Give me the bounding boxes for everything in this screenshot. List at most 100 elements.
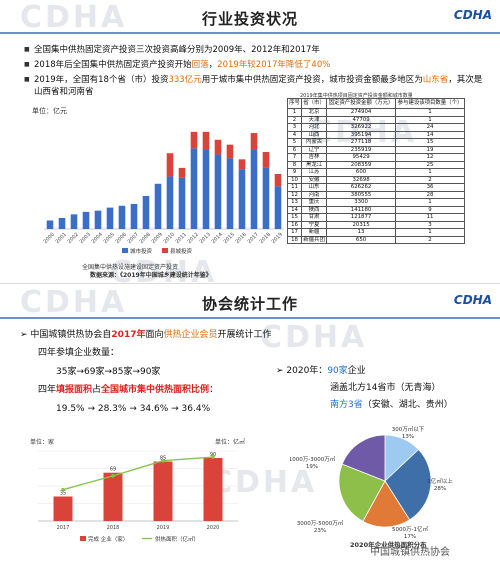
table-header-cell: 固定资产投资金额（万元） bbox=[326, 98, 397, 109]
table-cell: 208359 bbox=[326, 160, 397, 169]
bar-city bbox=[178, 177, 186, 229]
bar-city bbox=[250, 149, 258, 229]
x-tick-label: 2020 bbox=[207, 525, 220, 531]
bar-city bbox=[70, 214, 78, 229]
pie-slice-value: 17% bbox=[404, 534, 416, 538]
table-cell: 内蒙古 bbox=[301, 138, 328, 147]
pie-caption: 2020年企业供热面积分布 bbox=[350, 541, 427, 549]
table-cell: 1 bbox=[395, 108, 465, 117]
slide-association-statistics: CDHA CDHA CDHA 协会统计工作 CDHA ➢ 中国城镇供热协会自20… bbox=[0, 285, 500, 567]
bar-companies bbox=[153, 461, 173, 521]
x-tick-label: 2015 bbox=[223, 232, 236, 245]
x-tick-label: 2005 bbox=[103, 232, 116, 245]
table-row: 2 天津 47709 1 bbox=[286, 115, 465, 124]
company-count-values: 35家→69家→85家→90家 bbox=[56, 367, 161, 377]
table-cell: 河南 bbox=[301, 190, 328, 199]
table-cell: 1 bbox=[395, 168, 465, 177]
table-cell: 600 bbox=[326, 168, 397, 177]
table-cell: 24 bbox=[395, 123, 465, 132]
x-tick-label: 2004 bbox=[91, 232, 104, 245]
bar-city bbox=[82, 211, 90, 229]
bar-city bbox=[262, 167, 270, 229]
x-tick-label: 2017 bbox=[57, 525, 70, 531]
table-cell: 吉林 bbox=[301, 153, 328, 162]
x-tick-label: 2017 bbox=[247, 232, 260, 245]
bar-city bbox=[226, 158, 234, 229]
table-cell: 1 bbox=[395, 198, 465, 207]
x-tick-label: 2012 bbox=[187, 232, 200, 245]
table-cell: 650 bbox=[326, 235, 397, 244]
bar-city bbox=[202, 149, 210, 229]
stats-intro: ➢ 中国城镇供热协会自2017年面向供热企业会员开展统计工作 bbox=[20, 330, 272, 340]
bar-county bbox=[274, 174, 282, 187]
cdha-logo: CDHA bbox=[453, 8, 492, 22]
pie-slice-value: 28% bbox=[434, 486, 446, 492]
table-cell: 陕西 bbox=[301, 205, 328, 214]
table-row: 12 河南 380555 28 bbox=[286, 190, 465, 199]
table-cell: 395194 bbox=[326, 130, 397, 139]
area-point bbox=[161, 458, 165, 463]
bar-county bbox=[214, 139, 222, 155]
arrow-icon: ➢ bbox=[20, 330, 31, 340]
table-cell: 山西 bbox=[301, 130, 328, 139]
pie-slice-value: 23% bbox=[314, 528, 326, 534]
chart-unit: 单位：亿元 bbox=[32, 107, 67, 115]
bar-county bbox=[178, 167, 186, 178]
table-cell: 2 bbox=[395, 235, 465, 244]
legend-label-area: 供热面积（亿㎡） bbox=[155, 535, 199, 543]
x-tick-label: 2001 bbox=[55, 232, 68, 245]
table-cell: 1 bbox=[395, 228, 465, 237]
table-header-cell: 省（市） bbox=[301, 98, 328, 109]
slide-header: 协会统计工作 CDHA bbox=[0, 285, 500, 321]
table-cell: 2 bbox=[395, 175, 465, 184]
arrow-icon: ➢ bbox=[276, 366, 287, 376]
table-cell: 2 bbox=[286, 115, 303, 124]
table-cell: 辽宁 bbox=[301, 145, 328, 154]
table-row: 16 宁夏 20315 3 bbox=[286, 220, 465, 229]
company-count-label: 四年参填企业数量： bbox=[38, 348, 120, 358]
slide-industry-investment: CDHA CDHA CDHA 行业投资状况 CDHA 全国集中供热固定资产投资三… bbox=[0, 0, 500, 284]
bar-county bbox=[190, 131, 198, 149]
pie-slice-value: 19% bbox=[306, 464, 318, 470]
table-row: 7 吉林 95429 12 bbox=[286, 153, 465, 162]
table-cell: 9 bbox=[395, 205, 465, 214]
x-tick-label: 2018 bbox=[107, 525, 120, 531]
table-cell: 3 bbox=[286, 123, 303, 132]
bar-companies bbox=[103, 472, 123, 521]
area-point bbox=[211, 455, 215, 459]
pie-slice-value: 13% bbox=[402, 434, 414, 440]
area-line bbox=[62, 456, 214, 491]
watermark: CDHA bbox=[20, 285, 128, 320]
table-row: 10 安徽 32698 2 bbox=[286, 175, 465, 184]
investment-bar-chart: 2000200120022003200420052006200720082009… bbox=[43, 131, 284, 255]
bar-city bbox=[94, 210, 102, 229]
northern-coverage: 涵盖北方14省市（无青海） bbox=[330, 383, 441, 393]
chart-source: 数据来源：《2019年中国城乡建设统计年鉴》 bbox=[90, 272, 212, 279]
bar-city bbox=[58, 218, 66, 229]
x-tick-label: 2006 bbox=[115, 232, 128, 245]
table-cell: 19 bbox=[395, 145, 465, 154]
x-tick-label: 2013 bbox=[199, 232, 212, 245]
pie-slice bbox=[384, 448, 432, 521]
table-cell: 25 bbox=[395, 160, 465, 169]
table-cell: 黑龙江 bbox=[301, 160, 328, 169]
table-cell: 380555 bbox=[326, 190, 397, 199]
area-point bbox=[111, 474, 115, 478]
bar-city bbox=[190, 148, 198, 229]
legend-label-companies: 完成 企业（家） bbox=[88, 535, 128, 543]
table-cell: 12 bbox=[395, 153, 465, 162]
table-row: 13 重庆 3300 1 bbox=[286, 198, 465, 207]
table-cell: 626262 bbox=[326, 183, 397, 192]
pie-slice-label: 3000万-5000万㎡ bbox=[297, 519, 344, 527]
southern-coverage: 南方3省（安徽、湖北、贵州） bbox=[330, 400, 453, 410]
bullet-2019: 2019年，全国有18个省（市）投资333亿元用于城市集中供热固定资产投资，城市… bbox=[24, 74, 484, 98]
table-cell: 277118 bbox=[326, 138, 397, 147]
pie-slice bbox=[362, 480, 411, 528]
table-cell: 16 bbox=[286, 220, 303, 229]
x-tick-label: 2000 bbox=[43, 232, 56, 245]
bar-county bbox=[166, 153, 174, 177]
watermark: CDHA bbox=[20, 0, 128, 35]
x-tick-label: 2014 bbox=[211, 232, 224, 245]
table-row: 18 新疆兵团 650 2 bbox=[286, 235, 465, 244]
